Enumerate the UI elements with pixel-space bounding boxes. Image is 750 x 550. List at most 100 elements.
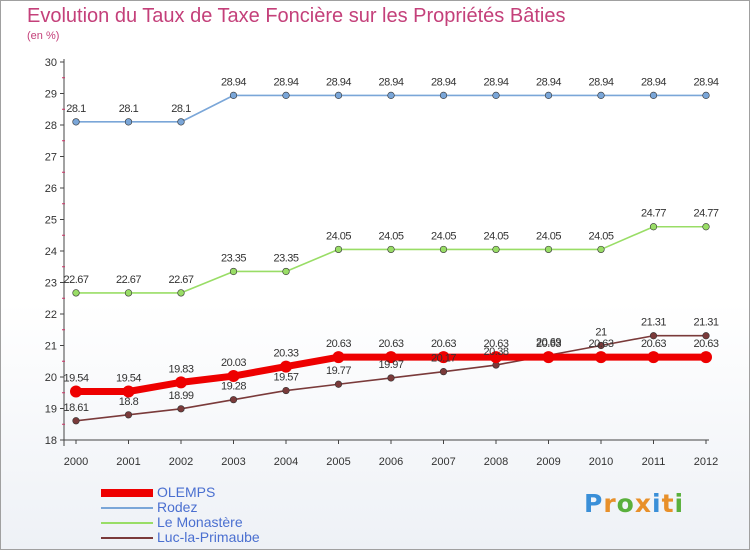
legend-label: OLEMPS: [157, 484, 216, 500]
data-point: [439, 91, 448, 99]
labels-layer: 28.1 28.1 28.1 28.94 28.94 28.94 28.94 28.94 28.…: [63, 76, 719, 414]
data-label: 20.63: [378, 338, 403, 350]
data-point: [122, 385, 135, 398]
data-point: [647, 351, 660, 364]
logo-letter: i: [652, 489, 662, 518]
data-point: [282, 267, 290, 276]
data-label: 20.63: [326, 338, 351, 350]
data-label: 21.31: [641, 317, 666, 329]
data-point: [229, 91, 238, 99]
data-point: [490, 351, 502, 364]
data-point: [702, 223, 710, 231]
data-label: 24.05: [378, 230, 403, 242]
y-tick-label: 20: [45, 372, 57, 384]
data-point: [597, 341, 605, 350]
x-tick-label: 2012: [694, 456, 718, 468]
data-label: 28.94: [588, 76, 613, 88]
data-label: 18.8: [119, 396, 139, 408]
data-point: [649, 223, 658, 231]
x-tick-label: 2000: [64, 456, 88, 468]
legend-item-olemps: OLEMPS: [101, 485, 260, 500]
data-label: 28.94: [221, 76, 246, 88]
data-point: [702, 91, 710, 99]
y-tick-label: 19: [45, 404, 57, 416]
data-point: [227, 370, 240, 383]
data-point: [544, 91, 553, 99]
x-tick-label: 2005: [326, 456, 350, 468]
y-tick-label: 26: [45, 183, 57, 195]
data-point: [124, 118, 133, 126]
data-point: [177, 405, 185, 413]
data-label: 23.35: [273, 252, 298, 264]
data-label: 20.63: [641, 338, 666, 350]
data-label: 23.35: [221, 252, 246, 264]
data-label: 22.67: [63, 274, 88, 286]
x-tick-label: 2003: [221, 456, 245, 468]
x-tick-label: 2001: [116, 456, 140, 468]
y-tick-label: 30: [45, 57, 57, 69]
data-point: [439, 245, 448, 254]
logo-letter: x: [634, 489, 652, 518]
data-label: 19.54: [63, 372, 88, 384]
data-label: 24.77: [641, 208, 666, 220]
data-label: 20.38: [483, 346, 508, 358]
data-point: [700, 351, 712, 364]
data-label: 20.63: [693, 338, 718, 350]
data-label: 21: [595, 327, 607, 339]
x-tick-label: 2007: [431, 456, 455, 468]
x-tick-label: 2008: [484, 456, 508, 468]
y-tick-label: 23: [45, 278, 57, 290]
legend-item-le-monastere: Le Monastère: [101, 515, 260, 530]
data-label: 28.1: [171, 103, 191, 115]
data-label: 28.94: [693, 76, 718, 88]
logo-letter: i: [674, 489, 685, 518]
data-point: [385, 351, 397, 364]
data-point: [649, 332, 658, 340]
data-point: [334, 380, 343, 388]
y-tick-label: 18: [45, 435, 57, 447]
data-label: 21.31: [693, 317, 718, 329]
data-point: [334, 245, 343, 254]
data-label: 28.1: [119, 103, 139, 115]
axes: 18 19 20 21 22 23 24 25 26 27 28 29 30 2000 2001 2002 20…: [45, 57, 718, 468]
data-point: [280, 360, 292, 373]
data-label: 22.67: [168, 274, 193, 286]
data-point: [492, 245, 500, 254]
data-label: 19.97: [378, 359, 403, 371]
data-label: 22.67: [116, 274, 141, 286]
y-tick-label: 28: [45, 120, 57, 132]
logo-letter: t: [661, 489, 675, 518]
data-point: [492, 91, 500, 99]
data-label: 28.1: [66, 103, 86, 115]
y-tick-label: 29: [45, 89, 57, 101]
data-label: 24.05: [326, 230, 351, 242]
data-label: 20.03: [221, 357, 246, 369]
legend-item-rodez: Rodez: [101, 500, 260, 515]
legend-swatch-olemps: [101, 488, 153, 497]
data-point: [177, 289, 185, 297]
legend-label: Le Monastère: [157, 514, 243, 530]
data-point: [544, 245, 553, 254]
data-label: 28.94: [431, 76, 456, 88]
data-point: [229, 396, 238, 404]
data-point: [72, 118, 80, 126]
data-point: [597, 245, 605, 254]
x-tick-label: 2002: [169, 456, 193, 468]
x-tick-label: 2011: [642, 456, 666, 468]
data-point: [595, 351, 607, 364]
data-label: 18.61: [63, 402, 88, 414]
x-tick-label: 2004: [274, 456, 298, 468]
legend-swatch-luc-la-primaube: [101, 536, 153, 539]
data-point: [649, 91, 658, 99]
data-point: [124, 411, 133, 419]
data-label: 24.05: [483, 230, 508, 242]
data-point: [72, 417, 80, 425]
data-point: [70, 385, 82, 398]
data-point: [439, 368, 448, 376]
data-label: 28.94: [483, 76, 508, 88]
data-point: [282, 91, 290, 99]
data-point: [282, 386, 290, 395]
proxiti-logo: Proxiti: [584, 489, 684, 518]
logo-letter: r: [603, 489, 617, 518]
